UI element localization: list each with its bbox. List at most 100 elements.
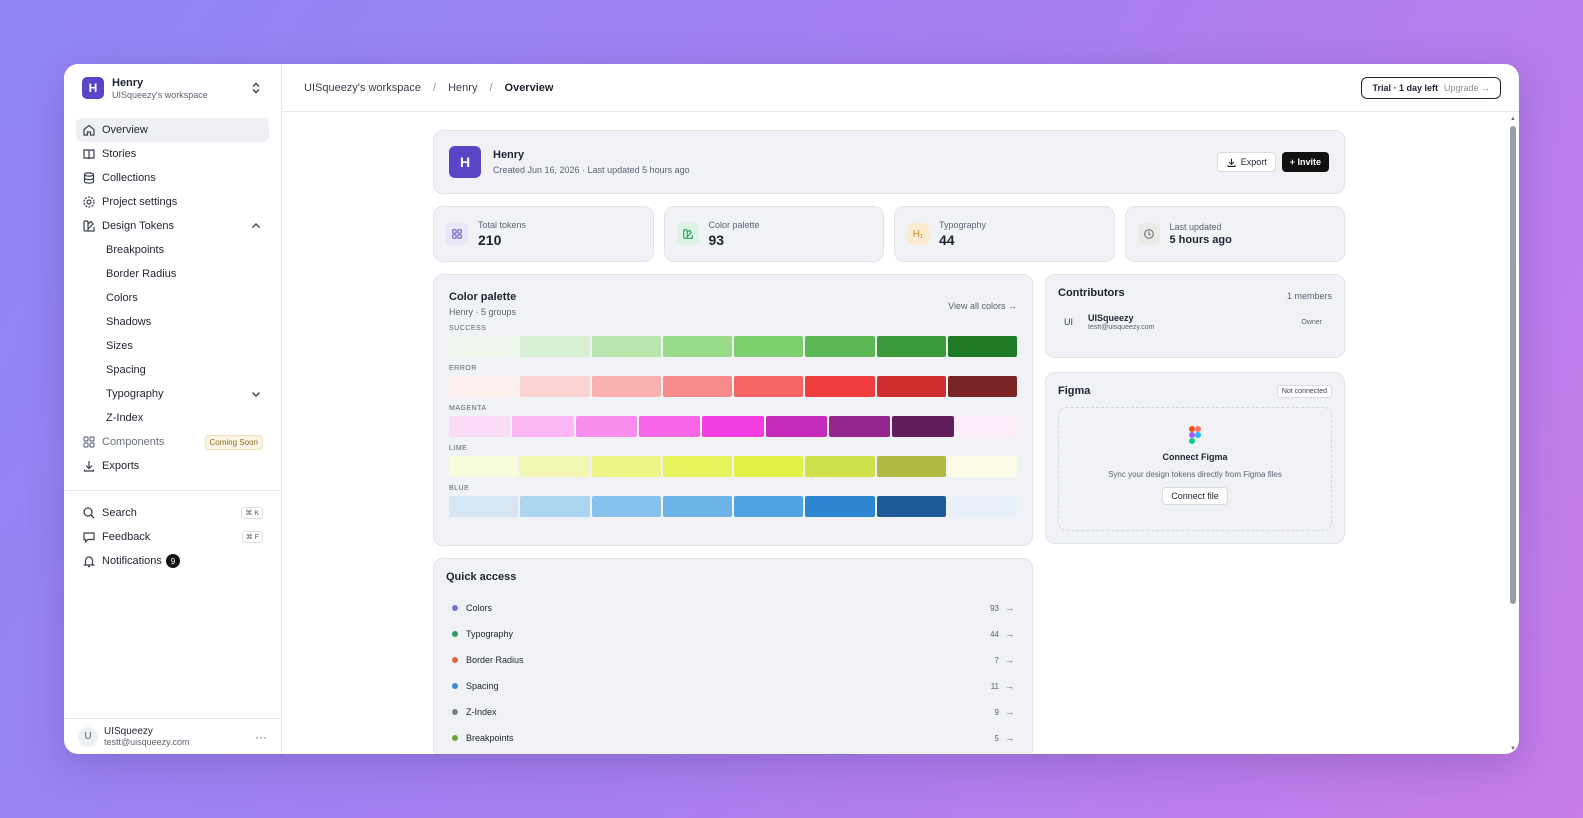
list-item[interactable]: Spacing 11 → [446,673,1020,699]
color-swatch[interactable] [520,336,590,357]
color-swatch[interactable] [662,376,732,397]
sidebar-item-label: Overview [102,124,148,136]
color-swatch[interactable] [520,376,590,397]
color-swatch[interactable] [591,496,661,517]
sidebar-item-z-index[interactable]: Z-Index [100,406,269,430]
breadcrumb-workspace[interactable]: UISqueezy's workspace [304,81,422,94]
color-swatch[interactable] [591,336,661,357]
breadcrumb-project[interactable]: Henry [448,81,478,94]
list-item[interactable]: Colors 93 → [446,595,1020,621]
list-item-count: 11 [990,681,999,691]
sidebar-item-search[interactable]: Search ⌘ K [76,501,269,525]
feedback-shortcut: ⌘ F [241,531,263,543]
sidebar-item-breakpoints[interactable]: Breakpoints [100,238,269,262]
color-swatch[interactable] [805,376,875,397]
chevron-up-icon[interactable] [249,219,263,233]
color-swatch[interactable] [947,376,1017,397]
color-swatch[interactable] [638,416,701,437]
color-swatch[interactable] [765,416,827,437]
color-swatch[interactable] [947,496,1017,517]
sidebar-item-exports[interactable]: Exports [76,454,269,478]
color-swatch[interactable] [876,456,946,477]
color-swatch[interactable] [449,376,519,397]
list-item[interactable]: Border Radius 7 → [446,647,1020,673]
upgrade-link[interactable]: Upgrade → [1443,82,1490,93]
sidebar-item-border-radius[interactable]: Border Radius [100,262,269,286]
list-item[interactable]: Typography 44 → [446,621,1020,647]
sidebar-item-spacing[interactable]: Spacing [100,358,269,382]
color-swatch[interactable] [449,456,519,477]
sidebar-item-label: Shadows [106,316,152,328]
color-swatch[interactable] [892,416,954,437]
sidebar-item-stories[interactable]: Stories [76,142,269,166]
home-icon [82,123,96,137]
more-options-icon[interactable]: ··· [255,729,267,744]
color-swatch[interactable] [702,416,764,437]
color-swatch[interactable] [805,496,875,517]
scrollbar[interactable] [1510,126,1516,604]
workspace-name: Henry [112,76,144,89]
color-swatch[interactable] [520,496,590,517]
color-swatch[interactable] [734,376,804,397]
export-button[interactable]: Export [1216,152,1276,172]
chevron-down-icon[interactable] [249,387,263,401]
status-badge: Not connected [1276,385,1332,398]
stat-card-last-updated: Last updated 5 hours ago [1124,206,1345,262]
color-swatch[interactable] [520,456,590,477]
color-swatch[interactable] [947,336,1017,357]
chevrons-up-down-icon[interactable] [249,81,263,95]
color-swatch[interactable] [591,456,661,477]
sidebar-item-design-tokens[interactable]: Design Tokens [76,214,269,238]
workspace-switcher[interactable]: H Henry UISqueezy's workspace [64,64,281,112]
scroll-down-icon[interactable]: ▼ [1510,746,1516,752]
sidebar-item-shadows[interactable]: Shadows [100,310,269,334]
sidebar-item-collections[interactable]: Collections [76,166,269,190]
color-swatch[interactable] [662,336,732,357]
trial-upgrade-button[interactable]: Trial · 1 day left Upgrade → [1361,76,1501,99]
color-swatch[interactable] [947,456,1017,477]
scroll-up-icon[interactable]: ▲ [1510,116,1516,122]
invite-button[interactable]: + Invite [1281,152,1329,172]
color-swatch[interactable] [876,376,946,397]
color-swatch[interactable] [449,336,519,357]
sidebar-item-notifications[interactable]: Notifications 9 [76,549,269,573]
color-swatch[interactable] [662,456,732,477]
color-swatch[interactable] [662,496,732,517]
color-swatch[interactable] [512,416,574,437]
sidebar-item-overview[interactable]: Overview [76,118,269,142]
color-swatch[interactable] [734,496,804,517]
color-swatch[interactable] [876,336,946,357]
color-swatch[interactable] [449,496,519,517]
user-menu[interactable]: U UISqueezy testt@uisqueezy.com ··· [64,718,281,754]
list-item-label: Breakpoints [466,733,514,743]
connect-file-button[interactable]: Connect file [1162,487,1228,505]
color-swatch[interactable] [876,496,946,517]
contributor-name: UISqueezy [1088,313,1134,323]
overview-content: H Henry Created Jun 16, 2026 · Last upda… [433,130,1345,754]
stat-card-total-tokens: Total tokens 210 [433,206,654,262]
contributor-row[interactable]: UI UISqueezy testt@uisqueezy.com Owner [1058,313,1332,331]
color-swatch[interactable] [449,416,511,437]
sidebar-item-label: Sizes [106,340,133,352]
sidebar-item-project-settings[interactable]: Project settings [76,190,269,214]
color-swatch[interactable] [955,416,1017,437]
color-swatch[interactable] [575,416,637,437]
sidebar-item-typography[interactable]: Typography [100,382,269,406]
sidebar-item-components[interactable]: Components Coming Soon [76,430,269,454]
sidebar-item-label: Spacing [106,364,146,376]
color-swatch[interactable] [805,456,875,477]
sidebar-item-sizes[interactable]: Sizes [100,334,269,358]
color-swatch[interactable] [734,336,804,357]
color-swatch[interactable] [734,456,804,477]
list-item[interactable]: Z-Index 9 → [446,699,1020,725]
sidebar-item-colors[interactable]: Colors [100,286,269,310]
view-all-colors-link[interactable]: View all colors → [948,301,1017,311]
color-swatch[interactable] [828,416,891,437]
color-swatch[interactable] [591,376,661,397]
list-item[interactable]: Breakpoints 5 → [446,725,1020,751]
color-swatch[interactable] [805,336,875,357]
sidebar-item-label: Colors [106,292,138,304]
sidebar-item-feedback[interactable]: Feedback ⌘ F [76,525,269,549]
contributors-count: 1 members [1286,291,1332,301]
sidebar-item-label: Components [102,436,165,448]
